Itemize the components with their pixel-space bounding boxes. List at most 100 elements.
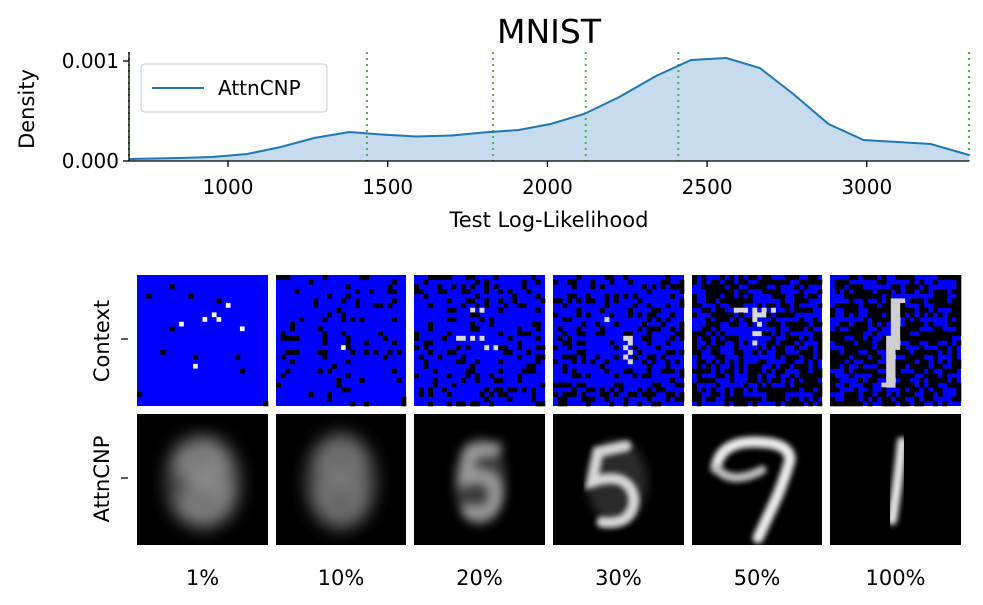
context-pixel	[465, 298, 471, 304]
context-pixel	[646, 387, 652, 393]
context-pixel	[646, 289, 652, 295]
context-pixel	[701, 377, 707, 383]
context-pixel	[705, 317, 711, 323]
context-pixel	[715, 284, 721, 290]
context-pixel	[660, 387, 666, 393]
context-pixel	[956, 293, 962, 299]
context-pixel	[692, 391, 697, 397]
context-pixel	[674, 359, 680, 365]
context-pixel	[719, 373, 725, 379]
context-pixel	[733, 298, 739, 304]
context-pixel	[540, 401, 546, 407]
context-pixel	[858, 354, 864, 360]
context-pixel	[895, 396, 901, 402]
context-pixel	[493, 377, 499, 383]
context-pixel	[932, 307, 938, 313]
context-pixel	[895, 317, 901, 323]
context-pixel	[609, 312, 615, 318]
context-pixel	[719, 312, 725, 318]
context-pixel	[484, 298, 490, 304]
context-pixel	[932, 354, 938, 360]
context-pixel	[872, 321, 878, 327]
context-pixel	[914, 321, 920, 327]
context-pixel	[834, 377, 840, 383]
context-pixel	[766, 368, 772, 374]
context-pixel	[867, 382, 873, 388]
context-pixel	[651, 354, 657, 360]
context-pixel	[890, 335, 896, 341]
context-pixel	[872, 354, 878, 360]
context-pixel	[521, 303, 527, 309]
context-pixel	[674, 396, 680, 402]
context-pixel	[359, 377, 365, 383]
context-pixel	[839, 354, 845, 360]
context-pixel	[567, 382, 573, 388]
context-pixel	[886, 298, 892, 304]
context-pixel	[834, 331, 840, 337]
context-pixel	[442, 387, 448, 393]
context-pixel	[900, 349, 906, 355]
context-pixel	[646, 331, 652, 337]
context-pixel	[784, 340, 790, 346]
context-pixel	[738, 298, 744, 304]
context-pixel	[780, 368, 786, 374]
context-pixel	[904, 335, 910, 341]
context-pixel	[387, 349, 393, 355]
context-pixel	[909, 312, 915, 318]
context-pixel	[470, 401, 476, 407]
context-pixel	[557, 396, 563, 402]
context-pixel	[951, 331, 957, 337]
context-pixel	[378, 303, 384, 309]
context-pixel	[169, 284, 175, 290]
context-pixel	[858, 368, 864, 374]
context-pixel	[470, 326, 476, 332]
context-pixel	[876, 340, 882, 346]
context-pixel	[609, 340, 615, 346]
context-pixel	[770, 335, 776, 341]
context-pixel	[428, 387, 434, 393]
context-pixel	[535, 359, 541, 365]
context-pixel	[322, 317, 328, 323]
context-pixel	[881, 396, 887, 402]
context-pixel	[812, 377, 818, 383]
context-pixel	[890, 321, 896, 327]
context-image	[830, 275, 962, 407]
context-pixel	[794, 321, 800, 327]
context-pixel	[627, 391, 633, 397]
context-pixel	[881, 345, 887, 351]
context-pixel	[956, 363, 962, 369]
context-pixel	[848, 359, 854, 365]
context-pixel	[299, 317, 305, 323]
context-pixel	[331, 363, 337, 369]
context-pixel	[428, 340, 434, 346]
context-pixel	[766, 275, 772, 280]
context-pixel	[890, 298, 896, 304]
context-pixel	[766, 321, 772, 327]
context-pixel	[202, 317, 208, 322]
context-pixel	[674, 284, 680, 290]
context-pixel	[853, 345, 859, 351]
context-pixel	[956, 275, 962, 280]
context-pixel	[576, 275, 582, 280]
context-pixel	[904, 289, 910, 295]
context-pixel	[460, 289, 466, 295]
context-pixel	[928, 312, 934, 318]
context-pixel	[951, 363, 957, 369]
context-pixel	[956, 359, 962, 365]
context-pixel	[956, 326, 962, 332]
context-pixel	[651, 401, 657, 407]
context-pixel	[928, 373, 934, 379]
context-pixel	[456, 401, 462, 407]
context-pixel	[834, 279, 840, 285]
context-pixel	[848, 284, 854, 290]
context-pixel	[341, 298, 346, 304]
context-pixel	[876, 345, 882, 351]
context-pixel	[530, 321, 536, 327]
context-pixel	[956, 387, 962, 393]
context-pixel	[623, 275, 629, 280]
context-pixel	[239, 368, 245, 374]
context-pixel	[956, 391, 962, 397]
context-pixel	[812, 317, 818, 323]
context-pixel	[780, 345, 786, 351]
